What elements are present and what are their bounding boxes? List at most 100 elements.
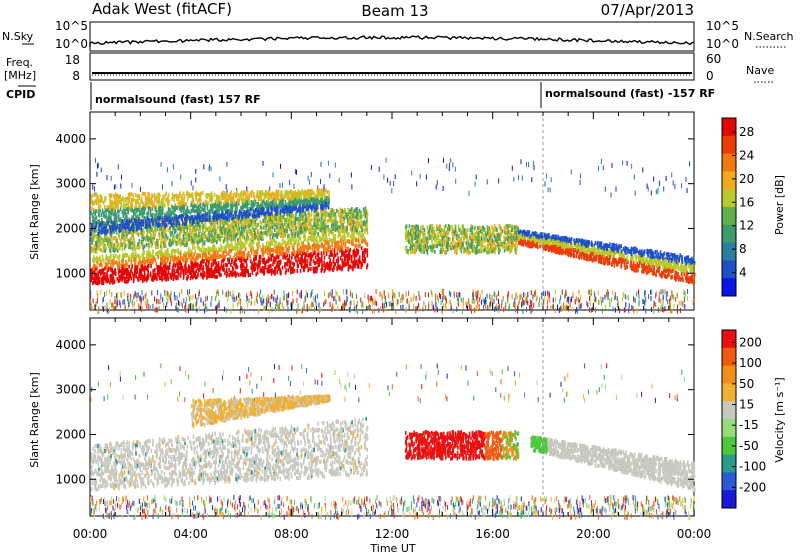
- clutter-cell: [146, 298, 148, 304]
- data-cell: [94, 273, 97, 278]
- data-cell: [194, 256, 197, 261]
- nsky-label: N.Sky: [2, 30, 34, 43]
- data-cell: [321, 210, 324, 214]
- data-cell: [350, 215, 353, 220]
- clutter-cell: [678, 300, 680, 306]
- data-cell: [211, 234, 214, 239]
- clutter-cell: [514, 307, 516, 313]
- data-cell: [282, 240, 284, 245]
- data-cell: [147, 228, 149, 233]
- data-cell: [92, 276, 95, 281]
- data-cell: [318, 251, 320, 255]
- data-cell: [100, 270, 103, 275]
- data-cell: [257, 222, 259, 227]
- noise-cell: [394, 174, 396, 180]
- clutter-cell: [116, 296, 118, 302]
- data-cell: [358, 239, 360, 244]
- data-cell: [318, 225, 321, 230]
- data-cell: [220, 232, 222, 237]
- data-cell: [269, 243, 271, 248]
- data-cell: [215, 220, 217, 225]
- data-cell: [269, 217, 272, 222]
- data-cell: [224, 228, 226, 233]
- data-cell: [136, 269, 138, 274]
- data-cell: [172, 265, 174, 270]
- clutter-cell: [259, 293, 260, 299]
- data-cell: [105, 257, 107, 261]
- clutter-cell: [490, 298, 492, 303]
- data-cell: [281, 215, 284, 220]
- noise-cell: [289, 180, 291, 186]
- data-cell: [302, 248, 305, 253]
- data-cell: [104, 248, 106, 253]
- data-cell: [225, 234, 227, 239]
- clutter-cell: [256, 292, 258, 298]
- noise-cell: [611, 162, 613, 168]
- clutter-cell: [501, 303, 503, 309]
- data-cell: [339, 213, 342, 217]
- data-cell: [101, 281, 103, 285]
- clutter-cell: [498, 299, 499, 304]
- data-cell: [112, 246, 115, 251]
- data-cell: [92, 266, 95, 271]
- noise-cell: [350, 172, 352, 178]
- data-cell: [234, 270, 236, 275]
- data-cell: [205, 262, 207, 267]
- data-cell: [309, 259, 312, 264]
- data-cell: [112, 280, 114, 285]
- data-cell: [321, 215, 324, 220]
- data-cell: [132, 274, 135, 279]
- data-cell: [317, 263, 320, 268]
- nsky-panel: [89, 21, 695, 52]
- data-cell: [160, 226, 162, 231]
- data-cell: [284, 264, 286, 269]
- data-cell: [258, 254, 261, 259]
- clutter-cell: [119, 300, 121, 306]
- data-cell: [95, 276, 98, 281]
- clutter-cell: [633, 297, 635, 303]
- data-cell: [223, 234, 226, 239]
- clutter-cell: [383, 307, 385, 313]
- data-cell: [235, 273, 237, 278]
- data-cell: [348, 250, 351, 255]
- data-cell: [164, 244, 166, 248]
- clutter-cell: [374, 297, 376, 303]
- clutter-cell: [331, 293, 333, 299]
- clutter-cell: [127, 298, 129, 304]
- clutter-cell: [531, 307, 533, 313]
- data-cell: [96, 266, 99, 271]
- clutter-cell: [459, 292, 461, 298]
- noise-cell: [296, 169, 297, 175]
- data-cell: [257, 262, 260, 267]
- clutter-cell: [284, 294, 285, 300]
- noise-cell: [521, 175, 523, 181]
- noise-cell: [293, 183, 295, 189]
- data-cell: [343, 236, 345, 241]
- data-cell: [289, 238, 291, 243]
- clutter-cell: [504, 305, 506, 311]
- clutter-cell: [591, 288, 593, 294]
- noise-cell: [474, 181, 476, 187]
- data-cell: [286, 211, 289, 216]
- data-cell: [180, 227, 182, 232]
- data-cell: [260, 226, 263, 231]
- data-cell: [219, 237, 222, 242]
- data-cell: [234, 238, 237, 243]
- clutter-cell: [522, 301, 524, 307]
- data-cell: [271, 216, 274, 221]
- data-cell: [339, 232, 341, 237]
- data-cell: [272, 258, 275, 263]
- clutter-cell: [183, 298, 185, 304]
- data-cell: [202, 265, 205, 270]
- data-cell: [310, 227, 312, 232]
- clutter-cell: [643, 299, 645, 305]
- clutter-cell: [662, 306, 664, 312]
- data-cell: [333, 250, 336, 255]
- data-cell: [280, 246, 283, 251]
- data-cell: [299, 217, 301, 222]
- data-cell: [278, 260, 280, 264]
- clutter-cell: [190, 295, 192, 301]
- data-cell: [341, 266, 344, 271]
- data-cell: [312, 259, 315, 264]
- clutter-cell: [562, 302, 564, 308]
